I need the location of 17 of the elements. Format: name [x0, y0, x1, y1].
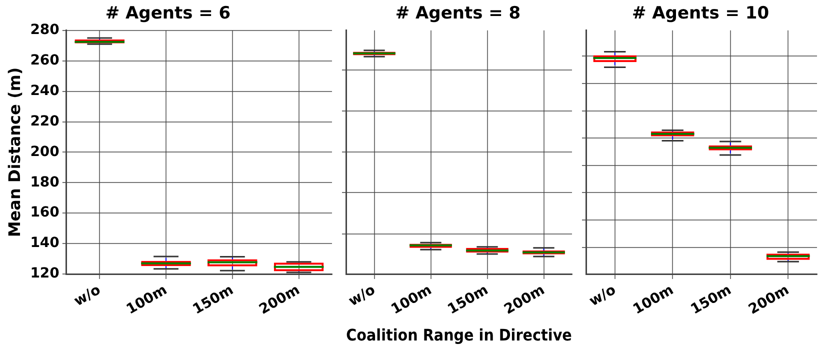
y-tick-label: 180 [30, 174, 60, 190]
chart-title: # Agents = 8 [395, 4, 521, 24]
x-tick-label: w/o [586, 282, 620, 310]
x-axis-title: Coalition Range in Directive [346, 326, 572, 345]
y-tick-label: 140 [30, 235, 60, 252]
x-tick-label: w/o [346, 282, 378, 310]
y-tick-label: 240 [30, 82, 60, 99]
x-tick-label: w/o [71, 282, 104, 310]
y-tick-label: 160 [30, 204, 60, 221]
y-tick-label: 220 [30, 113, 60, 130]
y-axis-title: Mean Distance (m) [4, 67, 24, 238]
chart-title: # Agents = 10 [632, 4, 770, 24]
y-tick-label: 260 [30, 52, 60, 68]
chart-title: # Agents = 6 [105, 4, 231, 24]
y-tick-label: 120 [30, 266, 60, 282]
y-tick-label: 280 [30, 22, 60, 38]
y-tick-label: 200 [30, 144, 60, 160]
